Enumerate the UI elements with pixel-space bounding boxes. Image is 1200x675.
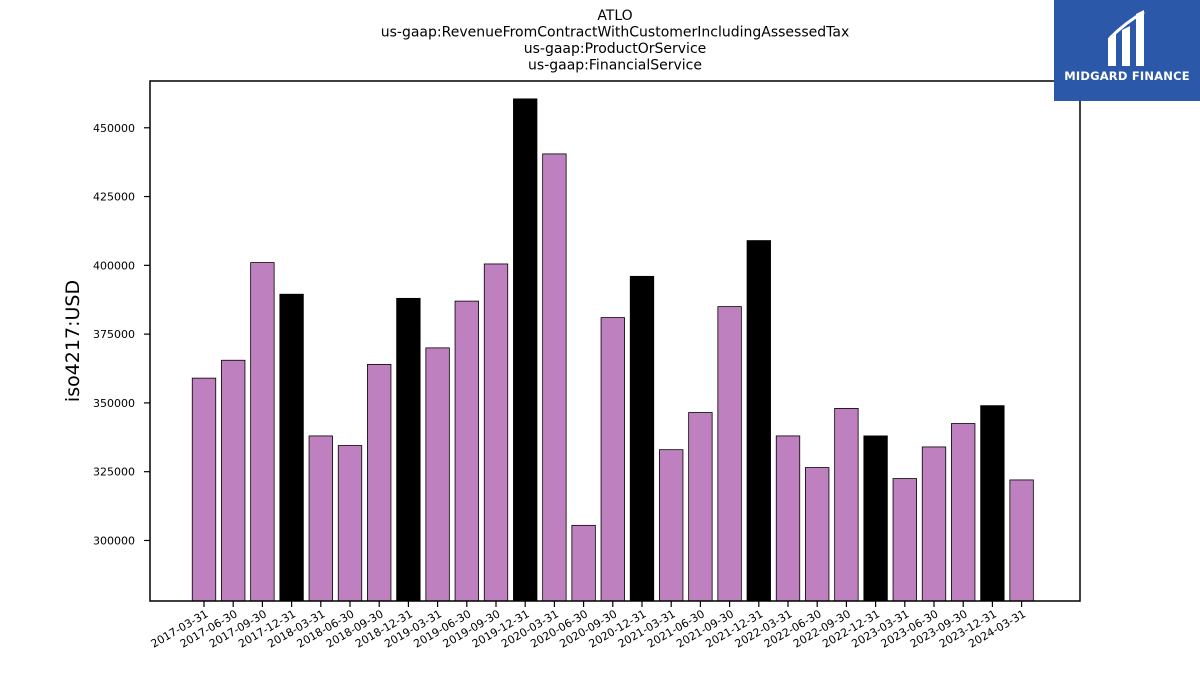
bar <box>863 435 888 602</box>
y-tick-label: 375000 <box>93 328 135 341</box>
chart-title-line: us-gaap:ProductOrService <box>524 41 707 57</box>
bar <box>951 423 976 602</box>
y-tick-label: 350000 <box>93 397 135 410</box>
chart-title-line: us-gaap:RevenueFromContractWithCustomerI… <box>381 25 850 41</box>
y-axis-label: iso4217:USD <box>62 280 84 402</box>
y-tick-label: 325000 <box>93 466 135 479</box>
bar <box>1009 479 1034 602</box>
bar <box>337 445 363 602</box>
bar <box>980 405 1005 602</box>
bar <box>921 446 947 602</box>
y-tick-label: 300000 <box>93 534 135 547</box>
bar <box>483 263 509 602</box>
bar <box>659 449 684 602</box>
chart-title-line: us-gaap:FinancialService <box>528 58 702 74</box>
bar <box>221 359 246 602</box>
bar <box>688 412 713 602</box>
bar <box>308 435 333 602</box>
y-tick-label: 400000 <box>93 259 135 272</box>
bar <box>454 300 479 602</box>
chart-title: ATLOus-gaap:RevenueFromContractWithCusto… <box>381 8 850 74</box>
bar <box>892 478 917 602</box>
bar <box>367 363 392 602</box>
bar <box>396 297 421 602</box>
bars <box>191 98 1034 602</box>
bar <box>805 467 830 602</box>
bar <box>834 408 859 602</box>
bar <box>600 317 625 602</box>
bar <box>717 306 742 602</box>
bar <box>746 240 771 602</box>
bar <box>542 153 567 602</box>
y-tick-label: 450000 <box>93 122 135 135</box>
y-tick-label: 425000 <box>93 191 135 204</box>
bar <box>513 98 538 602</box>
bar <box>250 262 275 602</box>
bar <box>629 275 655 602</box>
midgard-logo-icon <box>1108 10 1145 66</box>
bar <box>279 293 304 602</box>
bar <box>571 524 596 602</box>
bar <box>191 377 217 602</box>
brand-name: MIDGARD FINANCE <box>1064 69 1190 83</box>
bar <box>775 435 801 602</box>
y-axis: 300000 325000 350000 375000 400000 425000 4500… <box>93 122 150 547</box>
chart-title-line: ATLO <box>597 8 632 24</box>
plot-frame <box>149 80 1081 602</box>
bar <box>425 347 450 602</box>
brand-logo: MIDGARD FINANCE <box>1054 0 1200 101</box>
x-axis: 2017-03-312017-06-302017-09-302017-12-31… <box>149 601 1028 651</box>
